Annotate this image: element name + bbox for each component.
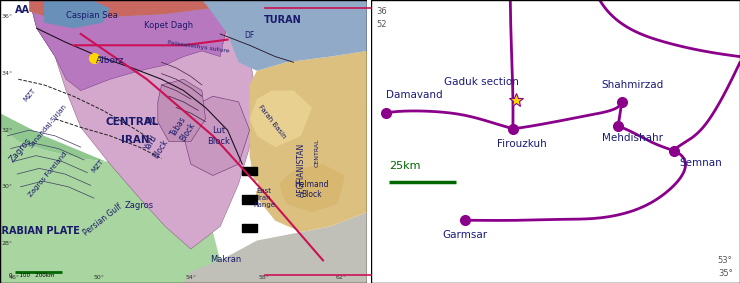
Polygon shape (184, 212, 367, 283)
Text: Yard
Block: Yard Block (142, 132, 169, 160)
Polygon shape (0, 113, 165, 184)
Text: Garmsar: Garmsar (443, 230, 488, 241)
Text: 36: 36 (376, 7, 387, 16)
Polygon shape (279, 164, 345, 212)
Text: 28°: 28° (1, 241, 13, 246)
Text: IRAN: IRAN (121, 135, 150, 145)
Text: 50°: 50° (94, 275, 104, 280)
Polygon shape (30, 0, 367, 71)
Text: Firouzkuh: Firouzkuh (497, 139, 547, 149)
Text: ARABIAN PLATE: ARABIAN PLATE (0, 226, 80, 236)
Text: 35°: 35° (718, 269, 733, 278)
Text: Shahmirzad: Shahmirzad (602, 80, 664, 91)
Text: 36°: 36° (1, 14, 13, 20)
Text: 32°: 32° (1, 128, 13, 133)
Text: 53°: 53° (718, 256, 733, 265)
Text: Zagros Foreland: Zagros Foreland (27, 151, 68, 198)
Polygon shape (30, 0, 209, 20)
Text: Tabas
Block: Tabas Block (169, 114, 197, 143)
Polygon shape (44, 0, 110, 28)
Text: Lut
Block: Lut Block (207, 126, 230, 145)
Text: 0    100   200km: 0 100 200km (9, 273, 55, 278)
Polygon shape (249, 51, 367, 232)
Text: 25km: 25km (389, 161, 421, 171)
Text: Zagros: Zagros (7, 136, 33, 164)
Text: East
Iran
Range: East Iran Range (253, 188, 275, 208)
Text: 52: 52 (376, 20, 387, 29)
Text: CENTRAL: CENTRAL (105, 117, 159, 127)
Text: MZT: MZT (90, 158, 104, 173)
Text: Helmand
Block: Helmand Block (295, 180, 329, 199)
Text: Damavand: Damavand (386, 90, 442, 100)
Text: Kopet Dagh: Kopet Dagh (144, 21, 193, 30)
Text: 54°: 54° (185, 275, 196, 280)
Text: 46°: 46° (9, 275, 20, 280)
Text: CENTRAL: CENTRAL (315, 138, 320, 167)
Text: Mehdishahr: Mehdishahr (602, 133, 664, 143)
Text: Sanandaj-Sirjan: Sanandaj-Sirjan (27, 103, 67, 149)
Polygon shape (30, 0, 228, 91)
Text: MZT: MZT (22, 87, 36, 102)
Text: Palaeotethys suture: Palaeotethys suture (166, 40, 229, 53)
Polygon shape (158, 79, 206, 142)
Text: Caspian Sea: Caspian Sea (66, 11, 118, 20)
Text: AFGHANISTAN: AFGHANISTAN (297, 143, 306, 197)
Text: MC: MC (144, 117, 156, 126)
Polygon shape (0, 260, 367, 283)
Text: 58°: 58° (259, 275, 269, 280)
Polygon shape (249, 91, 312, 147)
Text: Semnan: Semnan (679, 158, 722, 168)
Text: Farah Basin: Farah Basin (257, 104, 286, 140)
Text: Gaduk section: Gaduk section (444, 77, 519, 87)
Polygon shape (184, 96, 249, 175)
Text: Alborz: Alborz (96, 56, 124, 65)
Text: Persian Gulf: Persian Gulf (82, 201, 124, 237)
Text: AA: AA (15, 5, 30, 15)
Text: 30°: 30° (1, 184, 13, 189)
Polygon shape (0, 127, 221, 283)
Text: Zagros: Zagros (125, 201, 154, 210)
Text: 62°: 62° (336, 275, 347, 280)
Text: DF: DF (244, 31, 255, 40)
Text: TURAN: TURAN (263, 15, 301, 25)
Text: 34°: 34° (1, 71, 13, 76)
Text: Makran: Makran (210, 255, 241, 264)
Polygon shape (30, 0, 257, 249)
